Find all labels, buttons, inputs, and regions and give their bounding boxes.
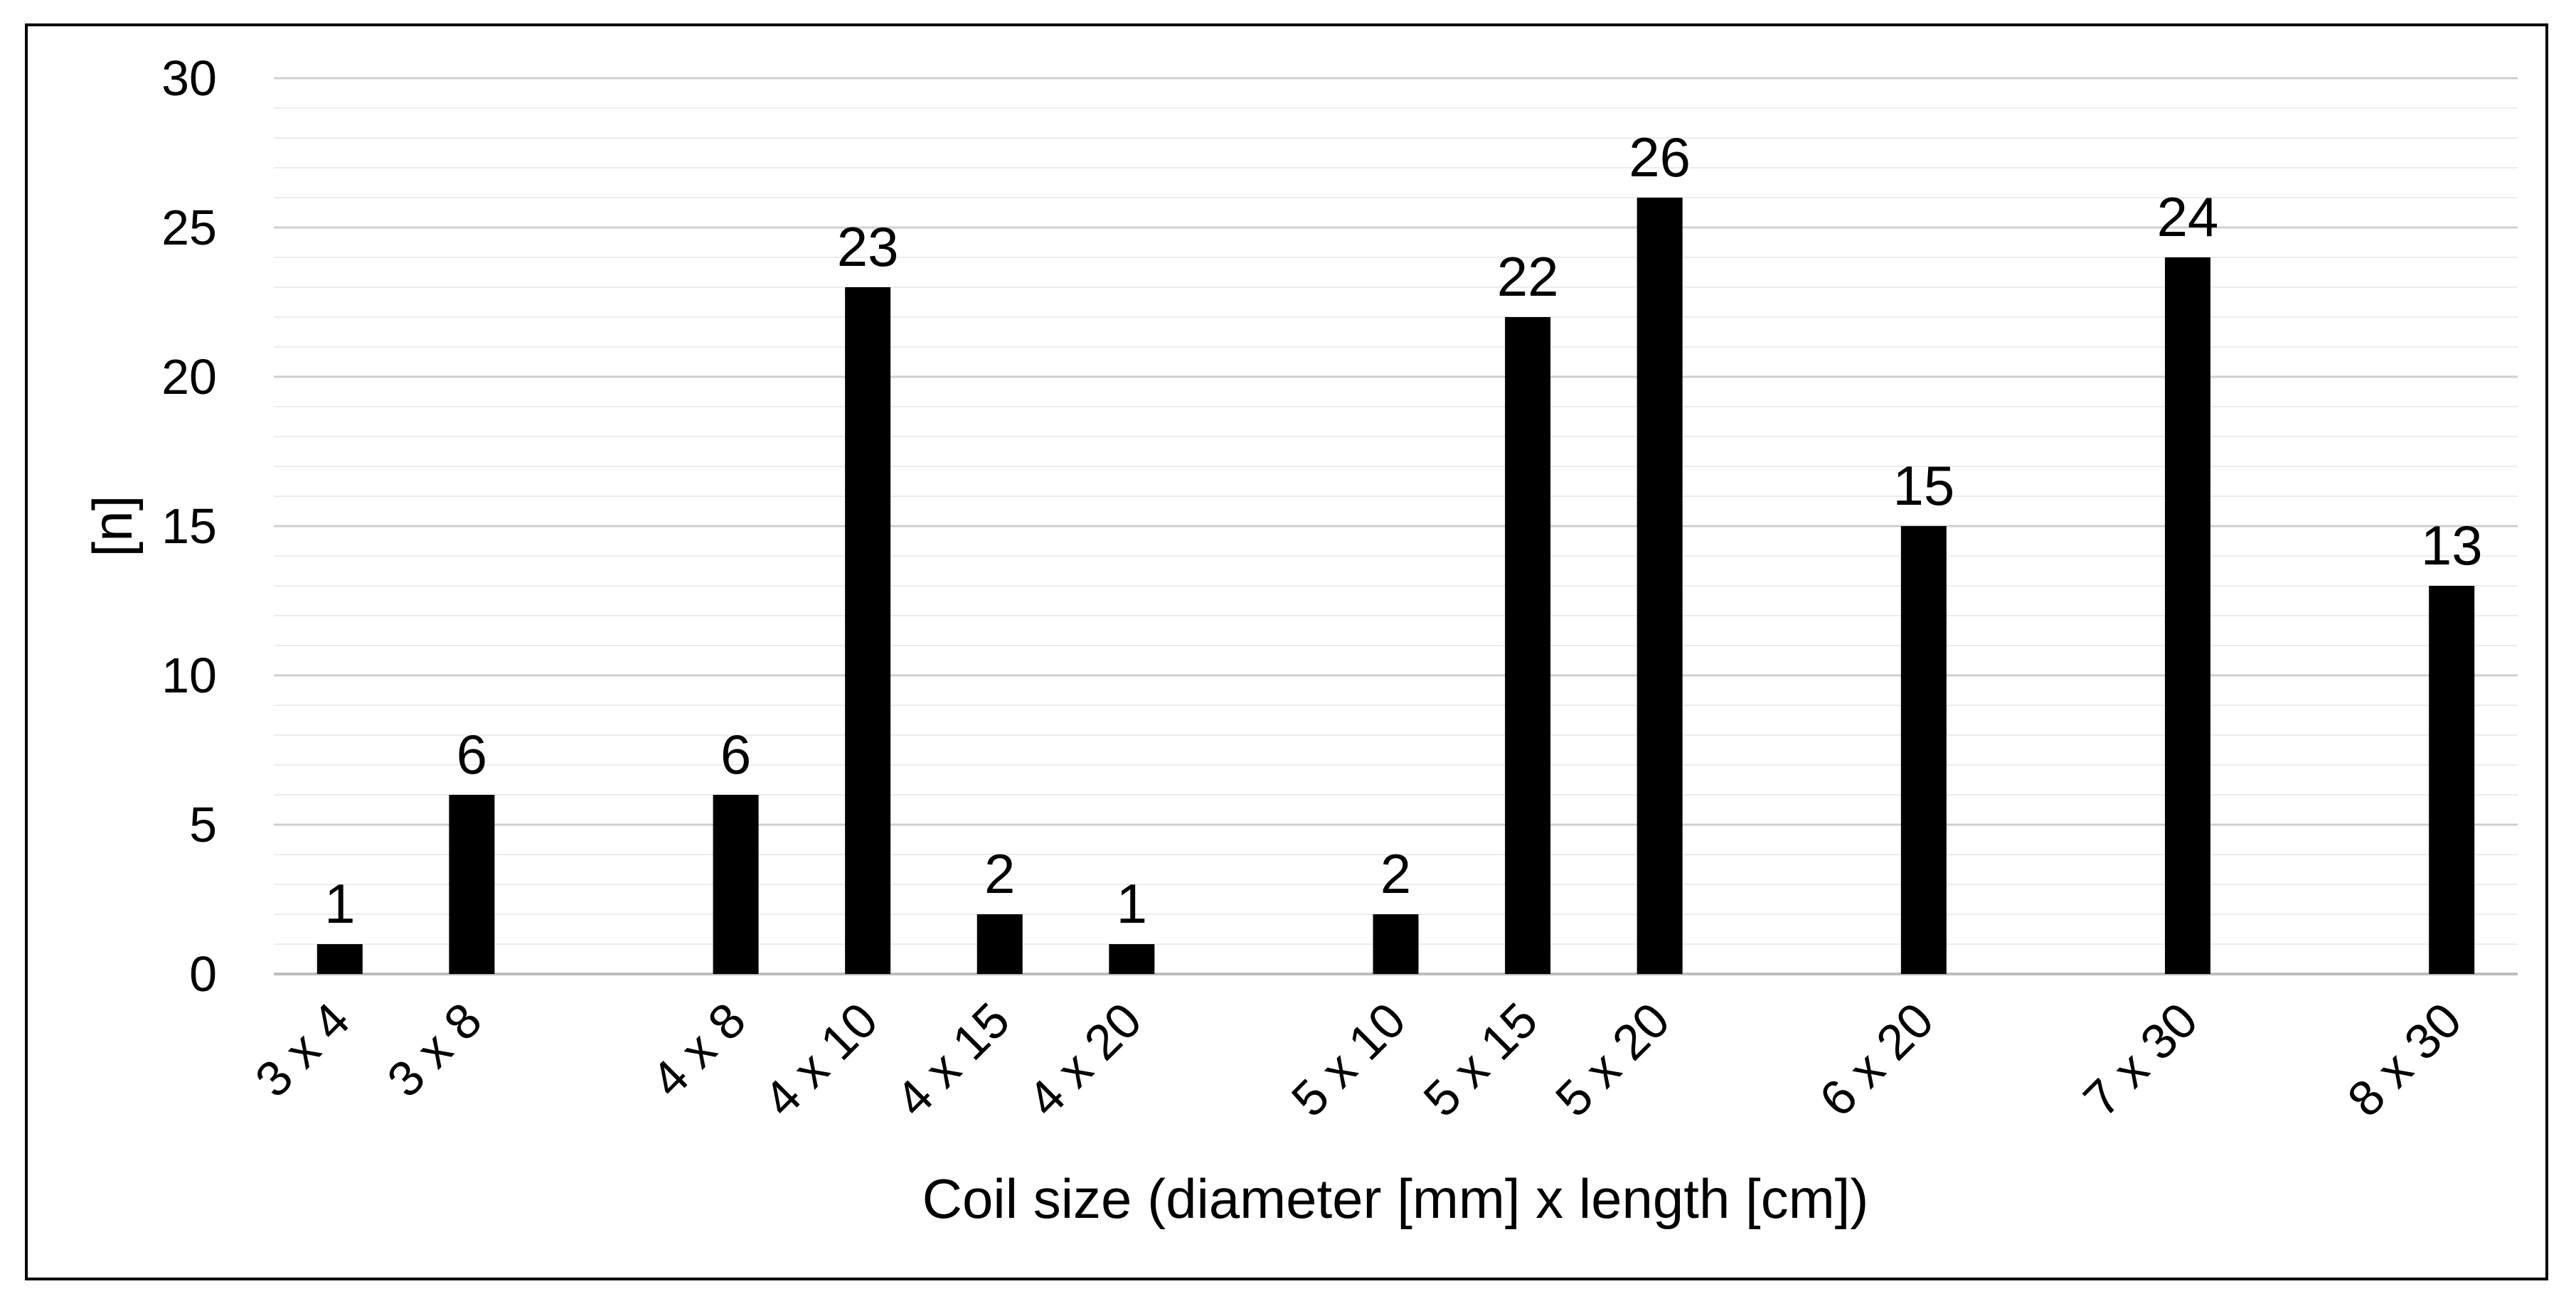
x-axis-title: Coil size (diameter [mm] x length [cm])	[922, 1167, 1869, 1230]
data-label: 23	[837, 215, 899, 278]
x-tick-label: 4 x 8	[641, 992, 756, 1107]
x-tick-label: 6 x 20	[1809, 992, 1944, 1127]
x-tick-label: 3 x 4	[245, 992, 360, 1107]
bar	[2429, 586, 2475, 974]
y-tick-label: 15	[161, 498, 217, 554]
bar	[1373, 914, 1419, 974]
major-gridlines	[274, 77, 2518, 975]
y-axis-title: [n]	[81, 496, 144, 557]
y-tick-label: 20	[161, 349, 217, 405]
data-label: 24	[2157, 186, 2219, 248]
x-tick-label: 4 x 15	[885, 992, 1020, 1127]
bar	[2165, 257, 2211, 974]
bar	[976, 914, 1023, 974]
x-tick-label: 5 x 15	[1413, 992, 1548, 1127]
data-label: 2	[984, 842, 1015, 905]
bar	[1109, 944, 1155, 974]
y-tick-label: 0	[189, 946, 217, 1002]
minor-gridlines	[274, 107, 2518, 945]
data-label: 13	[2421, 514, 2483, 577]
bars	[316, 198, 2475, 974]
bar	[713, 795, 759, 974]
x-tick-label: 5 x 10	[1281, 992, 1416, 1127]
x-tick-label: 5 x 20	[1545, 992, 1680, 1127]
x-tick-label: 7 x 30	[2073, 992, 2208, 1127]
x-tick-label: 3 x 8	[377, 992, 492, 1107]
data-label: 6	[720, 723, 751, 786]
data-label: 2	[1380, 842, 1411, 905]
data-label: 1	[1117, 872, 1147, 935]
y-tick-label: 5	[189, 797, 217, 852]
data-label: 1	[324, 872, 355, 935]
bar	[449, 795, 495, 974]
data-label: 6	[457, 723, 487, 786]
x-tick-label: 8 x 30	[2337, 992, 2472, 1127]
data-label: 15	[1893, 454, 1954, 517]
bar	[316, 944, 363, 974]
y-tick-label: 25	[161, 200, 217, 255]
bar	[1505, 317, 1551, 974]
x-tick-label: 4 x 10	[753, 992, 888, 1127]
bar	[845, 287, 891, 974]
x-tick-label: 4 x 20	[1017, 992, 1152, 1127]
bar	[1900, 526, 1947, 974]
data-label: 22	[1497, 245, 1559, 308]
chart-frame	[25, 23, 2548, 1280]
y-tick-label: 30	[161, 50, 217, 106]
y-tick-label: 10	[161, 648, 217, 703]
data-label: 26	[1629, 126, 1691, 188]
y-axis-ticks: 0 5 10 15 20 25 30	[161, 50, 217, 1002]
bar	[1636, 198, 1683, 974]
